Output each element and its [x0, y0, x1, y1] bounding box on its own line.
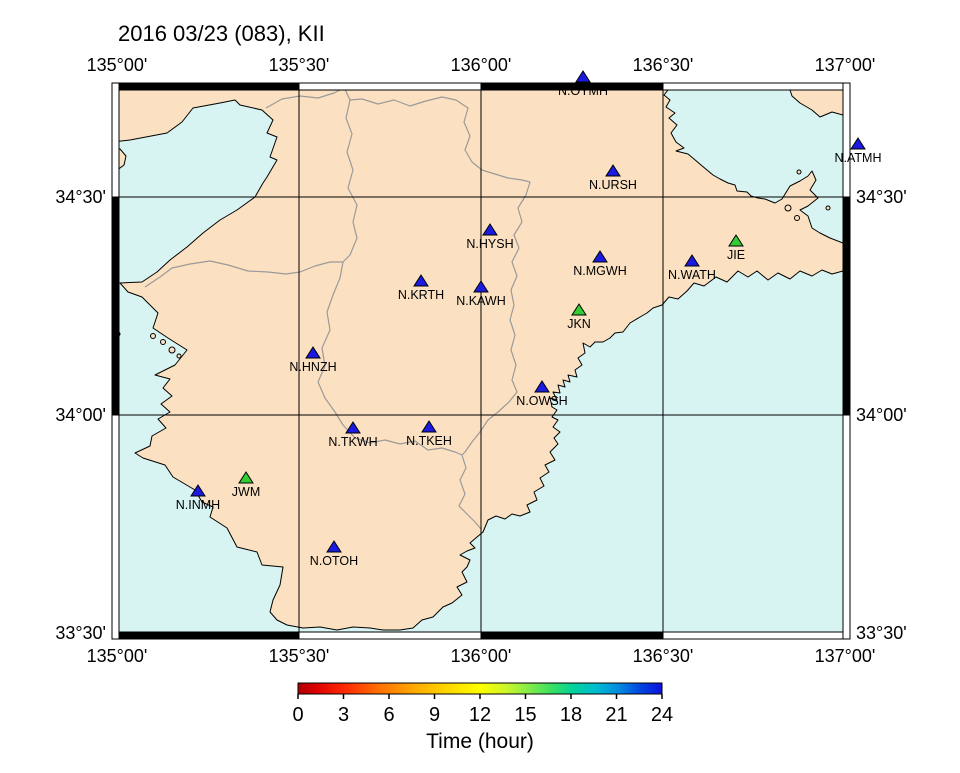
colorbar-tick-label: 24	[651, 704, 673, 726]
lon-tick-label-top: 135°30'	[269, 55, 330, 75]
station-label-N.KAWH: N.KAWH	[456, 294, 506, 308]
station-marker-N.TKWH	[345, 421, 361, 434]
colorbar-ticks: 0 3 6 9 12 15 18 21 24	[292, 694, 673, 726]
station-label-N.TKEH: N.TKEH	[406, 434, 452, 448]
colorbar-tick-label: 21	[605, 704, 627, 726]
colorbar-tick-label: 15	[514, 704, 536, 726]
colorbar-title: Time (hour)	[426, 730, 534, 753]
colorbar-tick-label: 0	[292, 704, 303, 726]
colorbar: 0 3 6 9 12 15 18 21 24 Time (hour)	[292, 682, 673, 753]
station-marker-N.OTOH	[326, 540, 342, 553]
station-marker-N.MGWH	[592, 250, 608, 263]
colorbar-tick-label: 3	[338, 704, 349, 726]
station-label-N.HYSH: N.HYSH	[466, 237, 513, 251]
station-marker-N.KRTH	[413, 274, 429, 287]
lon-tick-label-top: 136°00'	[451, 55, 512, 75]
station-label-N.INMH: N.INMH	[176, 498, 220, 512]
station-label-N.HNZH: N.HNZH	[289, 360, 336, 374]
station-label-N.TKWH: N.TKWH	[328, 435, 377, 449]
lat-tick-label-left: 34°00'	[55, 405, 106, 425]
axis-labels: 135°00' 135°00' 135°30' 135°30' 136°00' 136°0…	[55, 55, 906, 666]
station-marker-N.OWSH	[534, 380, 550, 393]
station-marker-JWM	[238, 471, 254, 484]
station-label-N.OWSH: N.OWSH	[516, 394, 567, 408]
colorbar-bar	[298, 683, 662, 694]
map-body: 135°00' 135°00' 135°30' 135°30' 136°00' 136°0…	[55, 55, 906, 666]
figure-title: 2016 03/23 (083), KII	[118, 21, 325, 46]
lon-tick-label-bottom: 136°00'	[451, 646, 512, 666]
station-label-N.ATMH: N.ATMH	[835, 151, 882, 165]
lon-tick-label-top: 135°00'	[87, 55, 148, 75]
stations: N.OYMH N.ATMH N.URSH N.HYSH JIE N.MGWH N.WATH N…	[176, 70, 882, 568]
colorbar-tick-label: 12	[469, 704, 491, 726]
lon-tick-label-bottom: 135°30'	[269, 646, 330, 666]
station-label-N.URSH: N.URSH	[589, 178, 637, 192]
boundary-osaka-wakayama	[144, 260, 343, 288]
lon-tick-label-bottom: 136°30'	[633, 646, 694, 666]
station-label-JIE: JIE	[727, 248, 745, 262]
station-marker-N.KAWH	[473, 280, 489, 293]
station-marker-JKN	[571, 303, 587, 316]
station-marker-N.INMH	[190, 484, 206, 497]
prefecture-boundaries	[144, 90, 531, 530]
lon-tick-label-top: 137°00'	[815, 55, 876, 75]
station-marker-N.HNZH	[305, 346, 321, 359]
lon-tick-label-bottom: 135°00'	[87, 646, 148, 666]
lon-tick-label-bottom: 137°00'	[815, 646, 876, 666]
colorbar-tick-label: 6	[383, 704, 394, 726]
boundary-nara-mie	[349, 96, 531, 530]
colorbar-tick-label: 18	[560, 704, 582, 726]
colorbar-tick-label: 9	[429, 704, 440, 726]
station-label-N.OTOH: N.OTOH	[310, 554, 358, 568]
station-label-N.OYMH: N.OYMH	[558, 84, 608, 98]
coast-and-boundaries	[119, 90, 843, 632]
map-frame	[111, 82, 851, 640]
lat-tick-label-right: 34°00'	[856, 405, 907, 425]
lat-tick-label-left: 34°30'	[55, 187, 106, 207]
station-marker-N.HYSH	[482, 223, 498, 236]
lat-tick-label-right: 34°30'	[856, 187, 907, 207]
station-label-N.MGWH: N.MGWH	[573, 264, 626, 278]
station-marker-N.TKEH	[421, 420, 437, 433]
station-label-JKN: JKN	[567, 317, 591, 331]
station-marker-N.URSH	[605, 164, 621, 177]
lon-tick-label-top: 136°30'	[633, 55, 694, 75]
land-atsumi-peninsula	[789, 90, 843, 118]
graticule	[119, 90, 843, 632]
station-label-JWM: JWM	[232, 485, 260, 499]
station-marker-N.ATMH	[850, 137, 866, 150]
land-awaji-fragment	[119, 148, 127, 170]
station-label-N.KRTH: N.KRTH	[398, 288, 444, 302]
boundary-north-south	[317, 90, 463, 456]
lat-tick-label-left: 33°30'	[55, 623, 106, 643]
station-label-N.WATH: N.WATH	[668, 268, 716, 282]
station-marker-N.WATH	[684, 254, 700, 267]
boundary-osaka-nara	[265, 90, 342, 109]
station-marker-N.OYMH	[575, 70, 591, 83]
lat-tick-label-right: 33°30'	[856, 623, 907, 643]
station-marker-JIE	[728, 234, 744, 247]
